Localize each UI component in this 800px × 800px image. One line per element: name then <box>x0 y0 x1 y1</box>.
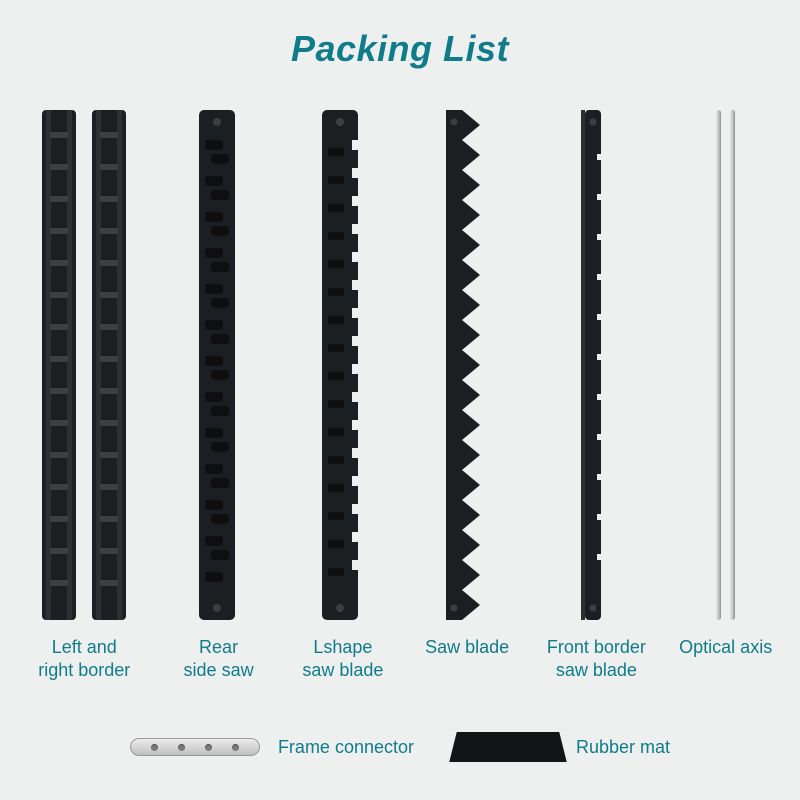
bottom-rubber-mat: Rubber mat <box>458 732 670 762</box>
label-optical-axis: Optical axis <box>676 636 776 659</box>
labels-row: Left and right border Rear side saw Lsha… <box>0 636 800 681</box>
optical-axis-graphic <box>706 110 746 620</box>
item-rear-side-saw <box>169 110 269 620</box>
item-lshape <box>293 110 393 620</box>
items-row <box>0 110 800 630</box>
rear-side-saw-graphic <box>189 110 249 620</box>
lr-border-graphic <box>36 110 132 620</box>
item-front-border <box>541 110 651 620</box>
label-rubber-mat: Rubber mat <box>576 737 670 758</box>
bottom-row: Frame connector Rubber mat <box>0 732 800 762</box>
item-saw-blade <box>417 110 517 620</box>
saw-blade-graphic <box>432 110 502 620</box>
item-optical-axis <box>676 110 776 620</box>
front-border-graphic <box>571 110 621 620</box>
label-frame-connector: Frame connector <box>278 737 414 758</box>
page-title: Packing List <box>0 0 800 70</box>
label-lshape: Lshape saw blade <box>293 636 393 681</box>
label-rear-side-saw: Rear side saw <box>169 636 269 681</box>
item-lr-border <box>24 110 144 620</box>
label-saw-blade: Saw blade <box>417 636 517 659</box>
bottom-frame-connector: Frame connector <box>130 737 414 758</box>
rubber-mat-graphic <box>458 732 558 762</box>
frame-connector-graphic <box>130 738 260 756</box>
lshape-graphic <box>308 110 378 620</box>
label-front-border: Front border saw blade <box>541 636 651 681</box>
label-lr-border: Left and right border <box>24 636 144 681</box>
